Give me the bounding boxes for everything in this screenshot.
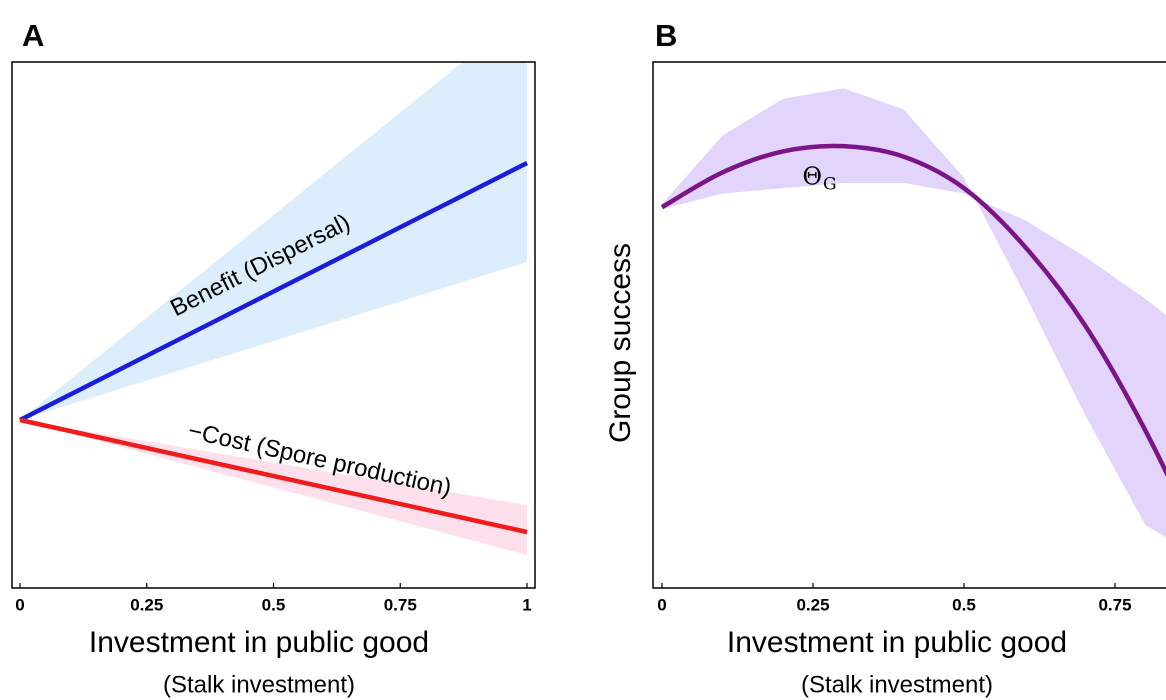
plot-area <box>18 62 529 555</box>
plot-frame <box>652 61 1166 589</box>
x-tick-label: 1 <box>522 595 531 614</box>
x-tick-label: 0.25 <box>796 595 829 614</box>
confidence-band <box>20 420 527 555</box>
x-tick-label: 0.5 <box>952 595 976 614</box>
series-line <box>660 143 1166 477</box>
annotation: Θ <box>802 163 822 191</box>
series-line <box>19 417 528 535</box>
x-tick-label: 0.5 <box>262 595 286 614</box>
x-axis-label: Investment in public good <box>89 626 429 659</box>
x-tick-label: 0 <box>15 595 24 614</box>
x-axis-label: Investment in public good <box>727 626 1067 659</box>
plot-area <box>660 88 1166 538</box>
annotation-subscript: G <box>823 175 837 195</box>
panel-label: B <box>655 18 677 53</box>
x-tick-label: 0.25 <box>130 595 163 614</box>
x-axis-note: (Stalk investment) <box>163 671 355 698</box>
x-tick-label: 0.75 <box>384 595 417 614</box>
y-axis-label: Group success <box>604 243 637 443</box>
confidence-band <box>20 62 527 420</box>
x-axis-note: (Stalk investment) <box>801 671 993 698</box>
series-line <box>18 160 529 423</box>
confidence-band <box>662 88 1166 538</box>
x-tick-label: 0 <box>657 595 666 614</box>
x-tick-label: 0.75 <box>1098 595 1131 614</box>
panel-label: A <box>22 18 44 53</box>
